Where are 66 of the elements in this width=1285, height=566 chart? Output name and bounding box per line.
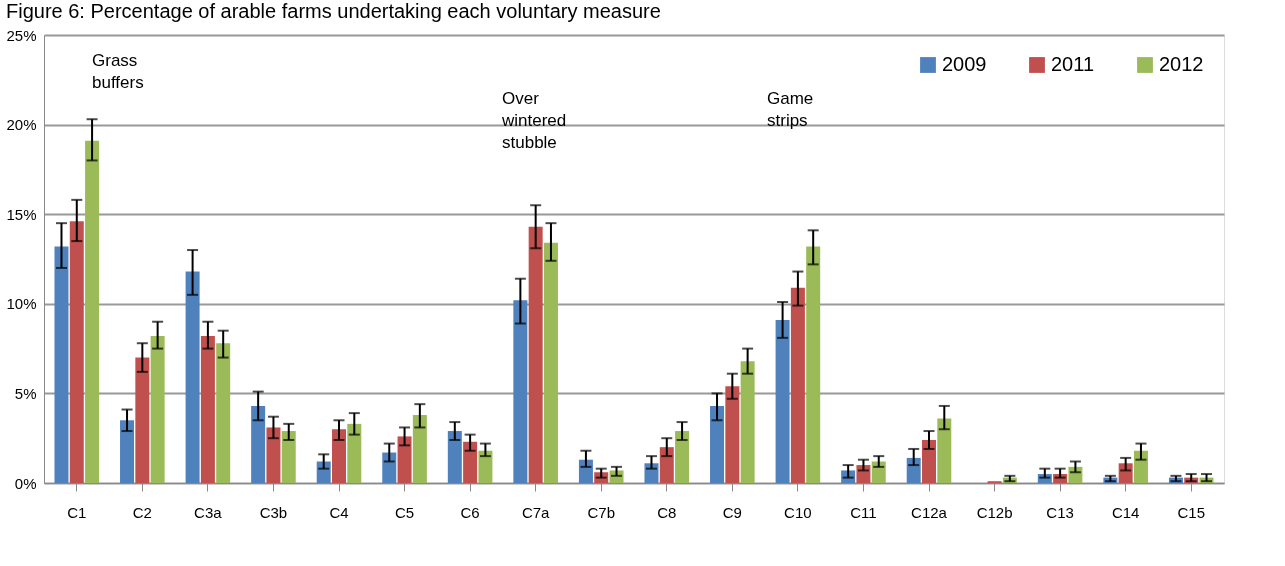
bar [382,452,397,483]
bar [806,246,821,483]
bar [281,431,296,483]
bar [397,436,412,483]
x-tick-label: C12a [911,503,948,521]
x-tick-label: C12b [976,503,1013,521]
bar [120,420,135,483]
y-tick-label: 15% [6,205,37,223]
x-tick-label: C1 [67,503,87,521]
bar [266,427,281,483]
x-tick-label: C4 [329,503,349,521]
annotation: Game strips [767,89,814,130]
x-tick-label: C14 [1111,503,1140,521]
bar [513,300,528,483]
x-tick-label: C10 [784,503,812,521]
annotation: Grass buffers [92,51,144,92]
bar [135,357,150,483]
bar [906,457,921,483]
x-tick-label: C7b [587,503,615,521]
bar [185,271,200,483]
bar [1133,450,1148,483]
bar [740,361,755,483]
x-tick-label: C2 [132,503,152,521]
chart-title: Figure 6: Percentage of arable farms undertaking each voluntary measure [5,0,661,22]
x-tick-label: C9 [722,503,742,521]
y-tick-label: 25% [6,26,37,44]
bar [463,441,478,483]
x-tick-label: C5 [394,503,415,521]
bar [150,336,165,483]
x-tick-label: C8 [657,503,677,521]
bar [200,336,215,483]
legend-label: 2011 [1051,53,1095,75]
bar [251,405,266,483]
bar [543,242,558,483]
y-tick-label: 10% [6,295,37,313]
bar [922,439,936,483]
bar [412,414,427,483]
bar [725,386,740,483]
x-tick-label: C3a [194,503,223,521]
bar [85,140,100,483]
x-tick-label: C13 [1046,503,1074,521]
bar [790,287,805,483]
x-tick-label: C11 [850,503,877,521]
y-tick-label: 5% [14,384,37,402]
bar [216,343,231,483]
x-tick-label: C7a [521,503,551,521]
bar [478,450,493,483]
bar [775,319,790,483]
bar [710,405,725,483]
bar [447,431,462,483]
x-tick-label: C3b [259,503,288,521]
y-tick-label: 20% [6,116,37,134]
bar [332,429,346,483]
annotation: Over wintered stubble [501,89,567,152]
bar [347,423,362,483]
bar [69,221,84,483]
bar [937,418,952,483]
x-tick-label: C15 [1177,503,1205,521]
bar [528,226,543,483]
legend-label: 2012 [1159,53,1204,75]
bar [659,447,674,483]
legend-label: 2009 [942,53,987,75]
bar [54,246,69,483]
bar [675,431,690,483]
y-tick-label: 0% [14,474,37,492]
x-tick-label: C6 [460,503,480,521]
